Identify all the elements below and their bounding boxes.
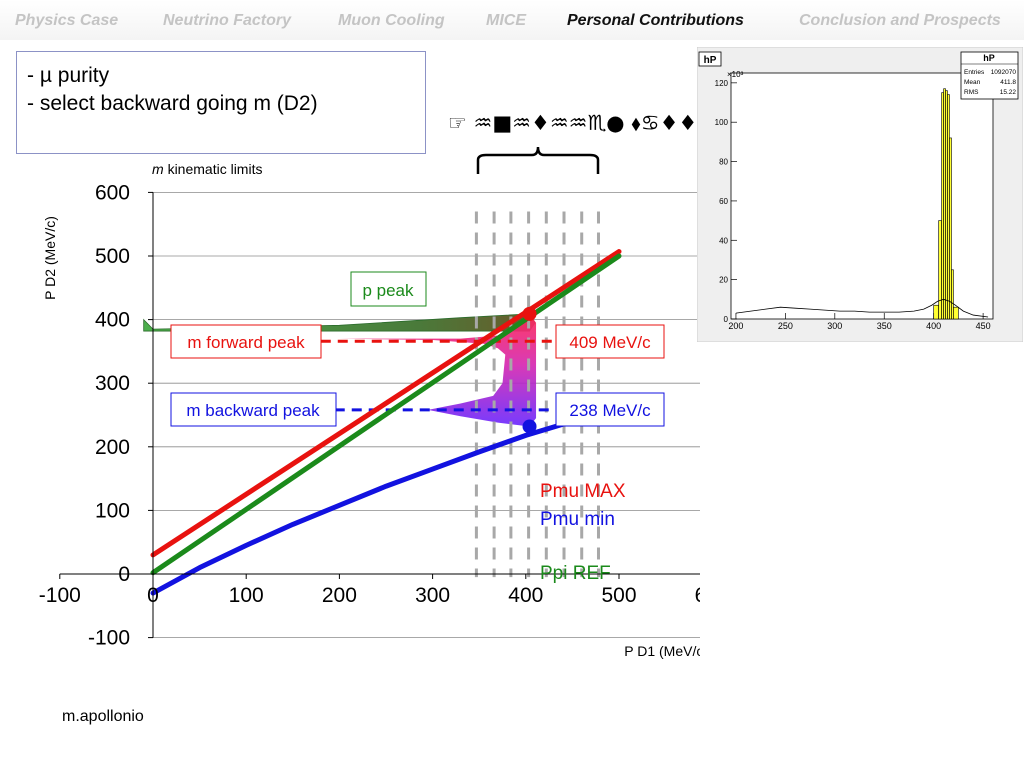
x-tick-label: 400 [508,584,543,607]
svg-text:m forward peak: m forward peak [187,333,305,352]
y-tick-label: 400 [95,309,130,332]
svg-text:238 MeV/c: 238 MeV/c [569,401,651,420]
inset-y-tick-label: 0 [724,315,729,324]
inset-hist-bar [933,304,939,320]
mu-forward-peak-value-box: 409 MeV/c [555,324,665,359]
mu-backward-peak-label-box: m backward peak [170,392,337,427]
y-tick-label: 600 [95,181,130,204]
endpoint-marker-pmu-min [522,419,537,434]
x-tick-label: 200 [322,584,357,607]
nav-tab-muon-cooling[interactable]: Muon Cooling [338,12,445,29]
svg-text:hP: hP [983,53,995,63]
inset-y-tick-label: 100 [715,118,729,127]
axes: -100 0 100 200 300 400 500 600 600 500 400 300 200 10… [39,181,700,650]
svg-text:1092070: 1092070 [991,69,1017,76]
endpoint-marker-pmu-max [522,306,537,321]
inset-y-tick-label: 80 [719,158,728,167]
svg-text:m backward peak: m backward peak [186,401,320,420]
inset-x-tick-label: 400 [926,321,941,331]
x-tick-label: 600 [695,584,700,607]
legend-pmu-max: Pmu MAX [540,481,626,502]
svg-text:p peak: p peak [362,281,414,300]
footer-author: m.apollonio [62,708,144,725]
mu-peak-band [339,313,537,427]
inset-background-curve [735,298,989,318]
chart-title: m kinematic limits [152,161,262,177]
x-tick-label: 100 [229,584,264,607]
inset-title-box: hP [698,51,722,67]
nav-tab-conclusion-and-prospects[interactable]: Conclusion and Prospects [799,12,1001,29]
x-tick-label: 0 [147,584,159,607]
legend-pmu-min: Pmu min [540,509,615,530]
inset-histogram-panel: 200 250 300 350 400 450 0 20 40 60 80 100 120 hP hP … [697,47,1023,342]
mu-forward-peak-label-box: m forward peak [170,324,322,359]
svg-text:Entries: Entries [964,69,985,76]
inset-stats-box: hP Entries 1092070 Mean 411.8 RMS 15.22 [960,51,1019,100]
x-tick-label: 500 [601,584,636,607]
x-tick-label: -100 [39,584,81,607]
inset-hist-bar [949,137,952,320]
y-tick-label: 500 [95,245,130,268]
svg-text:409 MeV/c: 409 MeV/c [569,333,651,352]
selection-bracket-label: ☞ ♒■♒♦♒♒♏● ⬧♋♦♦♒ [448,111,700,135]
y-tick-label: -100 [88,627,130,650]
inset-hist-bar [951,269,954,320]
series-line-pmu-min [150,404,622,596]
x-axis-label: P D1 (MeV/c) [624,643,700,659]
inset-y-tick-label: 120 [715,79,729,88]
y-tick-label: 200 [95,436,130,459]
inset-x-tick-label: 300 [827,321,842,331]
inset-plot-area: 200 250 300 350 400 450 0 20 40 60 80 100 120 [715,72,994,331]
inset-x-tick-label: 450 [976,321,991,331]
inset-hist-bar [938,220,942,320]
pi-peak-label-box: p peak [350,271,427,307]
inset-y-tick-label: 60 [719,197,728,206]
x-tick-label: 300 [415,584,450,607]
chart-labels: m kinematic limits P D1 (MeV/c) P D2 (Me… [42,111,700,659]
inset-y-tick-label: 20 [719,276,728,285]
y-tick-label: 100 [95,499,130,522]
svg-text:hP: hP [704,55,717,66]
inset-x-tick-label: 250 [778,321,793,331]
top-navigation-bar: Physics Case Neutrino Factory Muon Cooli… [0,0,1024,40]
inset-x-tick-label: 350 [877,321,892,331]
notes-line-purity: - µ purity [27,64,110,87]
svg-text:15.22: 15.22 [1000,89,1017,96]
nav-tab-mice[interactable]: MICE [486,12,526,29]
selection-bracket [476,146,600,174]
series-line-ppi-ref [150,253,622,576]
notes-box: - µ purity - select backward going m (D2… [16,51,426,154]
svg-text:Mean: Mean [964,79,981,86]
y-axis-label: P D2 (MeV/c) [42,216,58,300]
nav-tab-neutrino-factory[interactable]: Neutrino Factory [163,12,292,29]
series-lines [150,249,622,596]
nav-tab-personal-contributions[interactable]: Personal Contributions [567,12,744,29]
inset-x-tick-label: 200 [728,321,743,331]
y-tick-label: 0 [118,563,130,586]
inset-y-multiplier: ×10³ [727,70,744,79]
legend-ppi-ref: Ppi REF [540,563,611,584]
svg-text:RMS: RMS [964,89,979,96]
series-line-pmu-max [150,249,622,558]
kinematic-limits-chart: -100 0 100 200 300 400 500 600 600 500 400 300 200 10… [39,111,700,659]
inset-hist-bar [953,306,959,320]
y-tick-label: 300 [95,372,130,395]
inset-y-tick-label: 40 [719,236,728,245]
nav-tab-physics-case[interactable]: Physics Case [15,12,119,29]
svg-text:411.8: 411.8 [1000,79,1016,86]
notes-line-select-backward: - select backward going m (D2) [27,92,318,115]
mu-backward-peak-value-box: 238 MeV/c [555,392,665,427]
